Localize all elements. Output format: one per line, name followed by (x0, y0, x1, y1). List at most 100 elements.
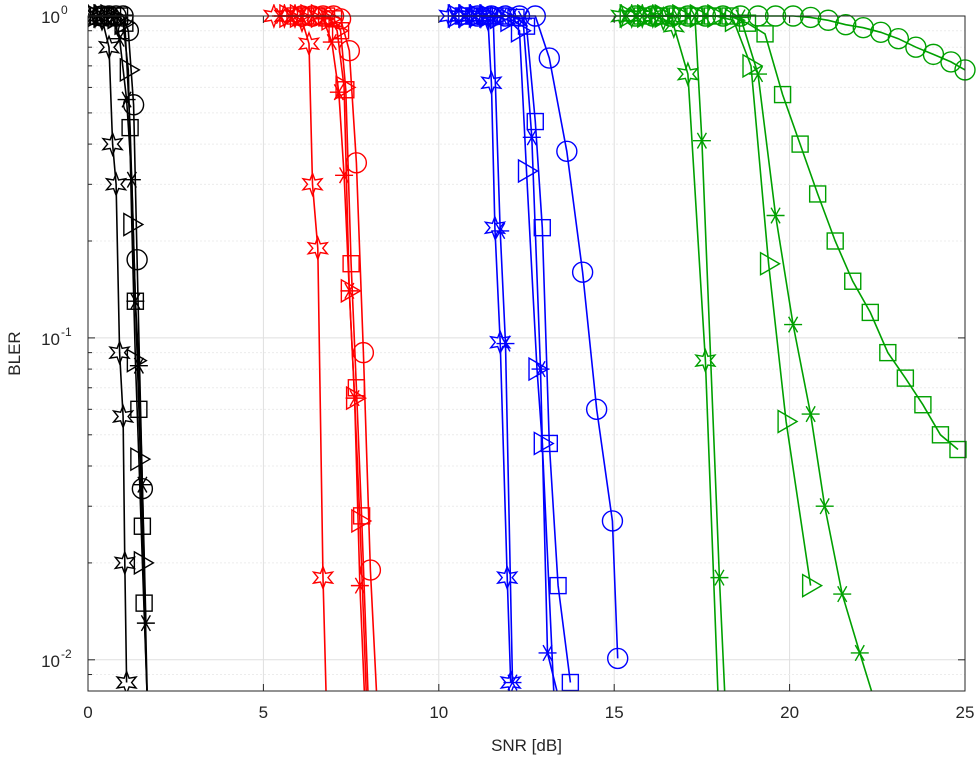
data-point-square (121, 118, 139, 137)
data-point-asterisk (815, 498, 834, 515)
data-point-triangle (759, 251, 781, 276)
data-point-circle (345, 152, 368, 174)
data-point-asterisk (784, 316, 803, 333)
data-point-triangle (340, 278, 362, 304)
x-tick-label: 5 (259, 703, 268, 722)
data-point-hexagram (301, 171, 324, 198)
x-tick-label: 15 (605, 703, 624, 722)
data-point-circle (338, 40, 361, 62)
data-point-circle (852, 16, 874, 39)
data-point-square (808, 185, 827, 203)
data-point-circle (329, 8, 352, 30)
data-point-square (533, 218, 551, 237)
data-point-circle (835, 13, 857, 36)
data-point-square (844, 272, 862, 290)
data-point-hexagram (111, 403, 135, 430)
y-tick-label-exponent: 0 (61, 3, 68, 17)
data-point-circle (799, 6, 822, 29)
data-point-circle (352, 341, 375, 364)
data-point-square (826, 232, 844, 250)
data-point-square (773, 85, 792, 104)
data-point-square (540, 434, 559, 453)
y-tick-label-base: 10 (41, 8, 60, 27)
x-axis-label: SNR [dB] (491, 736, 562, 755)
data-point-triangle (528, 356, 550, 382)
data-point-triangle (801, 573, 824, 598)
y-axis-label: BLER (5, 331, 24, 375)
data-point-hexagram (694, 347, 717, 374)
data-point-asterisk (710, 569, 729, 586)
data-point-square (896, 369, 915, 387)
data-point-circle (122, 94, 145, 116)
data-point-asterisk (496, 335, 515, 352)
data-point-asterisk (491, 222, 510, 240)
x-tick-label: 20 (780, 703, 799, 722)
data-point-triangle (777, 409, 799, 434)
data-point-hexagram (101, 131, 124, 158)
data-point-asterisk (766, 207, 785, 224)
data-point-square (549, 576, 567, 595)
data-point-circle (607, 647, 629, 670)
data-point-square (791, 135, 809, 153)
data-point-asterisk (522, 129, 541, 146)
data-point-circle (117, 20, 140, 42)
x-tick-label: 25 (956, 703, 975, 722)
data-point-hexagram (311, 564, 335, 591)
data-point-circle (585, 398, 608, 421)
data-point-square (879, 343, 897, 362)
data-point-circle (131, 478, 154, 500)
data-point-hexagram (108, 339, 131, 366)
data-point-circle (940, 51, 962, 73)
data-point-asterisk (538, 644, 557, 662)
data-point-triangle (742, 53, 764, 79)
x-tick-label: 10 (429, 703, 448, 722)
data-point-hexagram (499, 669, 522, 691)
data-point-square (949, 440, 967, 459)
data-point-hexagram (297, 30, 321, 57)
y-tick-label-exponent: -1 (61, 325, 72, 339)
y-tick-label: 10 -2 (41, 647, 72, 671)
data-point-hexagram (306, 235, 330, 262)
data-point-hexagram (104, 171, 128, 198)
data-point-circle (556, 140, 578, 162)
x-tick-label: 0 (83, 703, 92, 722)
data-point-triangle (533, 431, 555, 456)
data-point-triangle (517, 158, 539, 184)
data-point-square (931, 426, 950, 444)
y-tick-label: 10 -1 (41, 325, 72, 349)
data-point-circle (887, 28, 910, 50)
data-point-square (342, 255, 360, 273)
y-tick-label-base: 10 (41, 330, 60, 349)
y-tick-label: 10 0 (41, 3, 68, 27)
data-point-hexagram (495, 564, 519, 591)
data-point-hexagram (115, 669, 138, 691)
axes-background (88, 16, 965, 691)
data-point-triangle (88, 4, 108, 28)
data-point-square (337, 81, 355, 99)
plot-area (87, 4, 976, 692)
data-point-square (914, 396, 932, 414)
axes-box (87, 15, 966, 692)
data-point-circle (126, 248, 148, 271)
data-point-circle (359, 559, 382, 581)
data-point-square (526, 112, 544, 131)
data-point-circle (571, 261, 594, 283)
data-point-asterisk (833, 585, 852, 603)
data-point-hexagram (483, 214, 507, 241)
data-point-asterisk (749, 65, 768, 83)
data-point-asterisk (850, 644, 869, 662)
data-point-triangle (119, 57, 141, 83)
data-point-square (861, 303, 879, 322)
data-point-hexagram (480, 69, 503, 96)
data-point-asterisk (531, 360, 550, 378)
data-point-circle (817, 9, 839, 31)
y-tick-label-exponent: -2 (61, 647, 72, 661)
data-point-asterisk (801, 405, 820, 423)
data-point-square (352, 507, 371, 525)
data-point-square (756, 25, 774, 43)
data-point-square (126, 292, 145, 310)
y-tick-label-base: 10 (41, 652, 60, 671)
data-point-square (130, 400, 148, 419)
